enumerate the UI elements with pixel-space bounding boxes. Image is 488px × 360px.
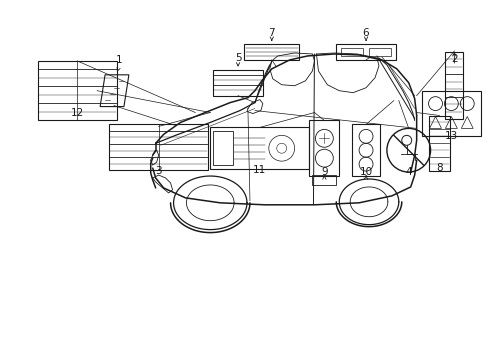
Text: 5: 5 <box>234 53 241 63</box>
Bar <box>427 116 449 171</box>
Bar <box>351 125 379 176</box>
Text: 12: 12 <box>71 108 84 117</box>
Text: 4: 4 <box>405 167 411 177</box>
Bar <box>312 175 336 185</box>
Text: 6: 6 <box>362 28 368 38</box>
Text: 8: 8 <box>435 163 442 173</box>
Bar <box>341 48 362 57</box>
Bar <box>309 121 339 176</box>
Bar <box>210 127 309 169</box>
Bar <box>368 48 390 57</box>
Text: 13: 13 <box>444 131 457 141</box>
Bar <box>445 52 462 120</box>
Bar <box>244 44 299 60</box>
Text: 10: 10 <box>359 167 372 177</box>
Bar <box>38 61 117 121</box>
Text: 3: 3 <box>155 166 162 176</box>
Bar <box>213 131 233 165</box>
Bar <box>421 91 480 136</box>
Bar <box>109 125 208 170</box>
Text: 2: 2 <box>450 54 457 64</box>
Text: 1: 1 <box>116 55 122 65</box>
Text: 11: 11 <box>253 165 266 175</box>
Text: 9: 9 <box>321 167 327 177</box>
Bar <box>213 70 263 96</box>
Bar <box>336 44 395 60</box>
Text: 7: 7 <box>268 28 275 38</box>
